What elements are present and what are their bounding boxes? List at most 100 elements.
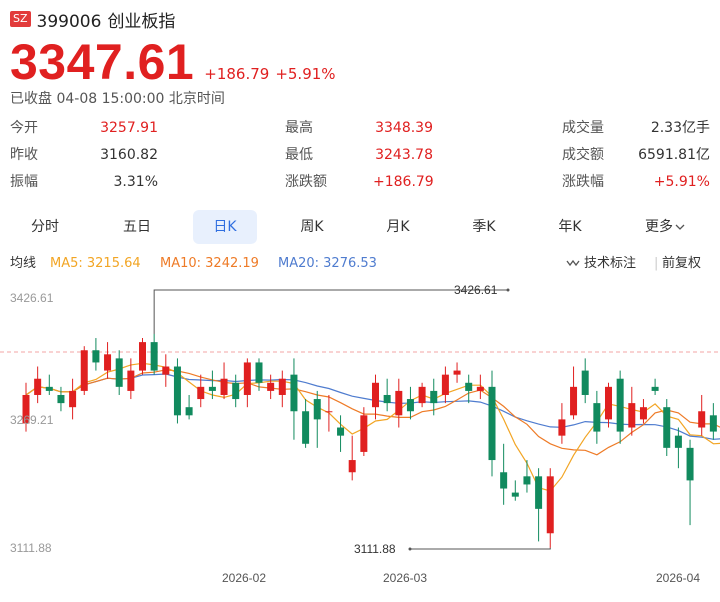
stat-label: 振幅	[10, 174, 38, 190]
last-price: 3347.61	[10, 34, 195, 90]
candle-body	[558, 419, 566, 436]
stat-value: +186.79	[373, 174, 434, 190]
candle	[500, 443, 508, 505]
tab-five-day[interactable]: 五日	[123, 219, 151, 235]
candle-body	[197, 386, 205, 400]
candle-body	[546, 476, 554, 534]
tab-monthly-k[interactable]: 月K	[386, 219, 410, 235]
candle-body	[22, 394, 30, 424]
candle	[139, 338, 146, 375]
stat-prev-close: 昨收 3160.82	[10, 145, 158, 165]
candle-body	[453, 370, 461, 375]
candle-body	[360, 415, 368, 452]
candle	[546, 468, 554, 548]
tab-yearly-k[interactable]: 年K	[558, 219, 582, 235]
candle-body	[639, 407, 647, 420]
stat-amplitude: 振幅 3.31%	[10, 172, 158, 192]
candle	[709, 403, 717, 440]
stat-value: 3257.91	[100, 120, 158, 136]
candle	[197, 374, 205, 408]
ma20-value: MA20: 3276.53	[278, 256, 377, 271]
x-tick-label: 2026-03	[383, 571, 427, 585]
candle-body	[581, 370, 589, 395]
candle	[605, 382, 612, 428]
ma5-value: MA5: 3215.64	[50, 256, 141, 271]
candle-body	[418, 386, 426, 404]
candle-body	[674, 435, 682, 448]
candle	[686, 439, 694, 526]
market-status: 已收盘 04-08 15:00:00 北京时间	[10, 91, 225, 107]
candle	[325, 394, 333, 432]
candle	[360, 407, 368, 456]
candle-body	[337, 427, 345, 436]
y-tick-label: 3111.88	[10, 541, 52, 555]
candle-body	[45, 386, 53, 391]
stat-high: 最高 3348.39	[285, 118, 433, 138]
candle	[453, 362, 461, 383]
stat-label: 成交额	[562, 147, 604, 163]
candle	[441, 366, 449, 404]
high-marker-line	[153, 289, 508, 334]
candle-body	[570, 386, 578, 416]
candle	[663, 399, 671, 456]
stat-value: 3348.39	[375, 120, 433, 136]
candle-body	[302, 411, 310, 444]
candle-body	[616, 378, 624, 432]
change-amount: +186.79	[204, 65, 270, 83]
candle-body	[348, 460, 356, 473]
candle	[104, 342, 112, 379]
low-marker-line	[410, 547, 551, 550]
candle	[395, 378, 403, 428]
toolbar-divider: |	[654, 256, 659, 271]
tech-annotation-label: 技术标注	[584, 256, 637, 271]
candle	[92, 338, 100, 371]
candle	[348, 435, 356, 481]
tab-more[interactable]: 更多	[630, 210, 700, 244]
candle	[570, 366, 578, 420]
stat-label: 最低	[285, 147, 313, 163]
tech-annotation-button[interactable]: 技术标注	[566, 254, 636, 274]
ma10-value: MA10: 3242.19	[160, 256, 259, 271]
stat-label: 成交量	[562, 120, 604, 136]
candle-body	[628, 403, 636, 428]
tab-intraday[interactable]: 分时	[31, 219, 59, 235]
ma10-line	[25, 369, 720, 456]
adjust-button[interactable]: 前复权	[662, 256, 702, 271]
candle	[372, 374, 379, 420]
candle	[581, 358, 589, 404]
candle	[674, 427, 682, 469]
candle	[115, 350, 123, 395]
candle-body	[104, 354, 112, 371]
candle-body	[465, 382, 473, 391]
high-marker-label: 3426.61	[454, 283, 498, 297]
candle-body	[698, 411, 706, 428]
candle-body	[511, 492, 519, 497]
candle	[313, 390, 321, 448]
candle	[488, 370, 496, 477]
candle-body	[150, 342, 158, 371]
tab-weekly-k[interactable]: 周K	[300, 219, 324, 235]
header: SZ 399006 创业板指	[10, 8, 175, 32]
tab-quarterly-k[interactable]: 季K	[472, 219, 496, 235]
kline-chart[interactable]: 3426.61 3111.88 3426.61 3269.21 3111.88 …	[0, 280, 720, 602]
candle-body	[139, 342, 146, 371]
candle	[406, 386, 414, 420]
y-tick-label: 3269.21	[10, 413, 54, 427]
candle-body	[709, 415, 717, 432]
candle-body	[406, 399, 414, 412]
candle-body	[372, 382, 379, 408]
candle	[127, 358, 135, 400]
candle	[651, 378, 659, 395]
candle-body	[115, 358, 123, 387]
stat-value: 6591.81亿	[638, 147, 710, 163]
candle-body	[127, 370, 135, 391]
tab-daily-k[interactable]: 日K	[193, 210, 257, 244]
candle-body	[92, 350, 100, 363]
candle-body	[535, 476, 543, 509]
candle-body	[488, 386, 496, 461]
candle	[220, 362, 228, 400]
candle	[418, 382, 426, 408]
candle	[34, 366, 42, 404]
x-tick-label: 2026-02	[222, 571, 266, 585]
candle-body	[441, 374, 449, 395]
